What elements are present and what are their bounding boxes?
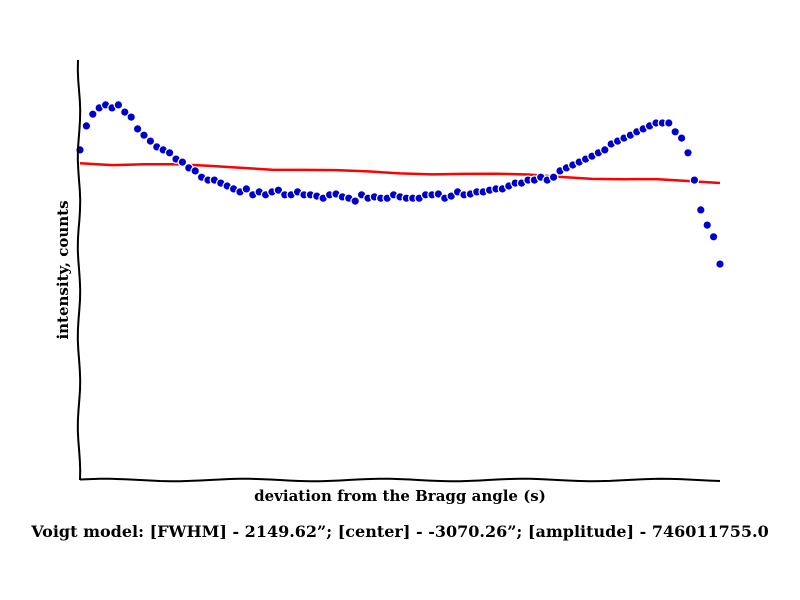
y-axis-label: intensity, counts: [54, 200, 72, 339]
x-axis-label: deviation from the Bragg angle (s): [254, 487, 546, 505]
data-point: [126, 112, 136, 122]
data-point: [708, 232, 719, 242]
data-point: [689, 175, 700, 185]
fit-caption: Voigt model: [FWHM] - 2149.62”; [center]…: [31, 522, 769, 541]
data-point: [273, 185, 284, 195]
data-point: [548, 172, 559, 182]
x-axis-line: [79, 477, 721, 483]
data-point: [88, 109, 98, 119]
data-point: [702, 220, 712, 230]
data-point: [676, 133, 687, 143]
data-point: [663, 118, 674, 128]
data-point: [241, 184, 252, 194]
fit-line: [79, 162, 721, 185]
data-point: [715, 259, 725, 269]
y-axis-line: [76, 59, 82, 481]
data-point: [599, 145, 610, 155]
data-point: [670, 127, 680, 137]
data-point: [683, 148, 693, 158]
data-point: [145, 136, 156, 146]
data-point: [139, 130, 149, 140]
series-layer: [75, 100, 725, 269]
data-point: [695, 205, 706, 215]
data-point: [350, 196, 360, 206]
data-point: [164, 148, 175, 158]
data-point: [81, 121, 92, 131]
data-point: [177, 157, 188, 167]
data-point: [132, 124, 143, 134]
data-point: [120, 107, 130, 117]
data-point: [190, 166, 200, 176]
data-point: [113, 100, 124, 110]
